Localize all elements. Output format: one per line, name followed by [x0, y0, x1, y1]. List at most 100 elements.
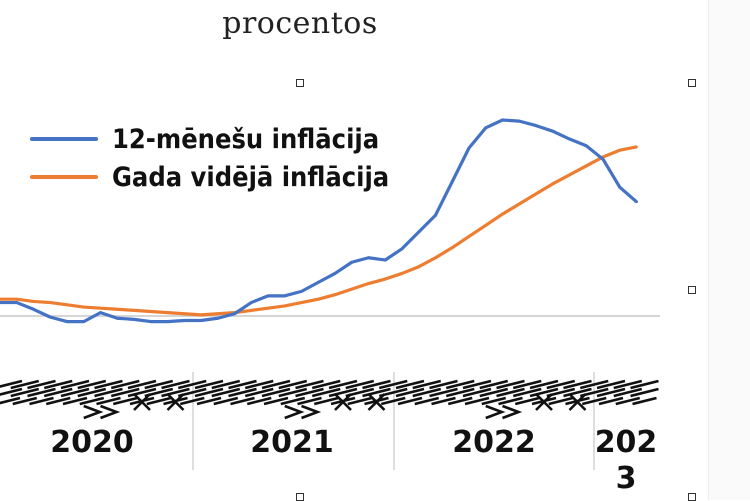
- data-point: [534, 124, 538, 127]
- legend-label-12-menesu: 12-mēnešu inflācija: [112, 123, 380, 155]
- data-point: [618, 185, 622, 189]
- month-tick-glyph: [311, 379, 341, 406]
- year-tick-label: 2020: [50, 425, 134, 460]
- month-tick-glyph: [211, 379, 241, 406]
- data-point: [434, 256, 437, 260]
- month-tick-glyph: [43, 379, 73, 406]
- month-tick-glyph: [261, 379, 291, 406]
- data-point: [249, 309, 253, 312]
- month-tick-glyph: [378, 379, 408, 406]
- data-point: [283, 294, 287, 298]
- month-tick-glyph: [177, 379, 207, 406]
- month-tick-glyph: [328, 379, 358, 411]
- data-point: [149, 320, 153, 323]
- data-point: [233, 312, 236, 316]
- data-point: [551, 129, 555, 133]
- data-point: [132, 309, 136, 312]
- data-point: [300, 301, 303, 304]
- data-point: [383, 277, 387, 281]
- data-point: [249, 301, 253, 304]
- data-point: [300, 289, 303, 293]
- data-point: [149, 310, 153, 313]
- month-tick-glyph: [613, 379, 643, 406]
- chart-title: procentos: [222, 6, 378, 41]
- month-tick-glyph: [10, 379, 40, 406]
- legend: 12-mēnešu inflācija Gada vidējā inflācij…: [30, 120, 430, 196]
- data-point: [266, 294, 270, 298]
- data-point: [82, 305, 86, 309]
- month-tick-glyph: [395, 379, 425, 406]
- data-point: [618, 148, 622, 152]
- data-point: [166, 311, 169, 315]
- month-tick-glyph: [630, 379, 659, 406]
- data-point: [333, 272, 337, 275]
- month-tick-glyph: [563, 379, 592, 411]
- legend-swatch-12-menesu: [30, 137, 98, 141]
- resize-handle-top-right[interactable]: [688, 79, 696, 87]
- data-point: [635, 145, 638, 149]
- data-point: [0, 297, 2, 301]
- month-tick-glyph: [228, 379, 257, 406]
- month-tick-glyph: [462, 379, 492, 406]
- data-point: [283, 304, 287, 308]
- data-point: [501, 212, 504, 216]
- legend-item-12-menesu: 12-mēnešu inflācija: [30, 120, 430, 158]
- legend-item-gada-videja: Gada vidējā inflācija: [30, 158, 430, 196]
- month-tick-glyph: [295, 379, 324, 420]
- data-point: [484, 223, 488, 227]
- data-point: [15, 297, 19, 301]
- data-point: [99, 306, 102, 310]
- data-point: [266, 306, 270, 310]
- year-tick-label: 2022: [452, 425, 536, 460]
- data-point: [32, 300, 35, 303]
- resize-handle-top[interactable]: [296, 79, 304, 87]
- data-point: [48, 315, 52, 319]
- data-point: [99, 311, 102, 315]
- data-point: [350, 287, 354, 291]
- data-point: [517, 119, 521, 123]
- month-tick-glyph: [77, 379, 107, 420]
- data-point: [115, 316, 119, 320]
- month-tick-glyph: [412, 379, 442, 406]
- data-point: [467, 146, 471, 150]
- data-point: [333, 293, 337, 297]
- data-point: [316, 297, 320, 301]
- month-tick-glyph: [546, 379, 576, 406]
- data-point: [400, 247, 404, 251]
- data-point: [367, 282, 370, 285]
- month-tick-glyph: [278, 379, 308, 420]
- data-point: [32, 307, 35, 311]
- month-tick-glyph: [496, 379, 525, 420]
- data-point: [383, 258, 387, 262]
- data-point: [115, 307, 119, 311]
- month-tick-glyph: [144, 379, 174, 406]
- data-point: [199, 319, 203, 322]
- data-point: [450, 180, 454, 184]
- data-point: [216, 312, 220, 316]
- data-point: [467, 235, 471, 238]
- data-point: [450, 246, 454, 250]
- data-point: [182, 312, 186, 316]
- right-margin-strip: [708, 0, 750, 500]
- month-tick-glyph: [194, 379, 224, 406]
- data-point: [367, 256, 370, 260]
- data-point: [584, 144, 588, 148]
- data-point: [517, 202, 521, 206]
- month-tick-labels: [0, 379, 659, 420]
- resize-handle-right[interactable]: [688, 286, 696, 294]
- year-tick-label: 2021: [250, 425, 334, 460]
- data-point: [65, 320, 69, 323]
- data-point: [417, 230, 421, 234]
- data-point: [635, 200, 638, 204]
- month-tick-glyph: [244, 379, 274, 406]
- data-point: [501, 118, 504, 122]
- data-point: [65, 303, 69, 307]
- data-point: [166, 320, 169, 323]
- year-tick-labels: 2020 2021 2022 202 3: [50, 425, 657, 496]
- legend-label-gada-videja: Gada vidējā inflācija: [112, 161, 390, 193]
- month-tick-glyph: [429, 379, 458, 406]
- data-point: [132, 317, 136, 321]
- data-point: [48, 301, 52, 304]
